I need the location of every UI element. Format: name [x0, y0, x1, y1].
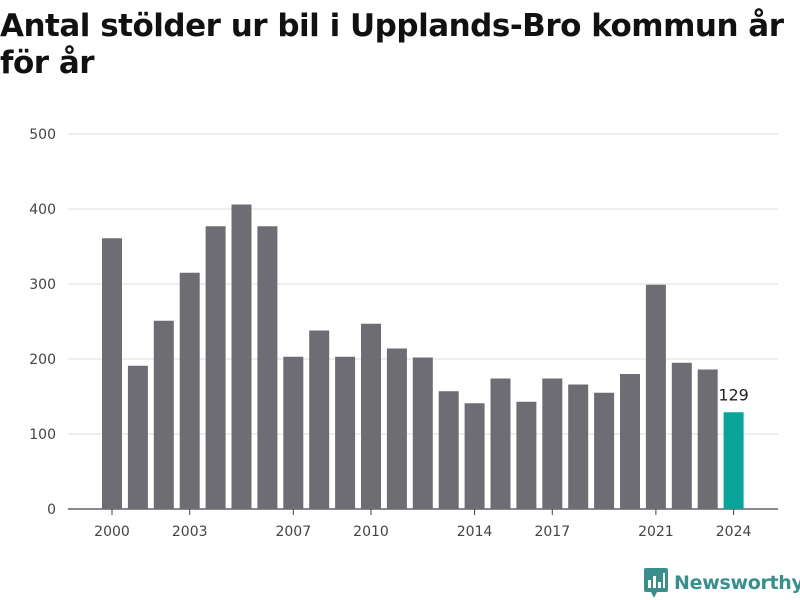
newsworthy-logo: Newsworthy — [644, 568, 800, 598]
bar-2015 — [490, 378, 511, 509]
bar-2009 — [335, 356, 356, 509]
y-tick-label: 200 — [29, 352, 56, 368]
bar-2008 — [309, 330, 330, 509]
bar-2013 — [438, 391, 459, 509]
bar-2000 — [102, 238, 122, 509]
bar-2016 — [516, 401, 537, 509]
y-tick-label: 400 — [29, 202, 56, 218]
newsworthy-chart-bubble-icon — [644, 568, 668, 598]
x-tick-label: 2010 — [353, 524, 389, 540]
bar-2021 — [645, 284, 666, 509]
data-label-2024: 129 — [718, 385, 749, 404]
bar-2004 — [205, 226, 226, 509]
bar-2005 — [231, 204, 252, 509]
bar-chart: 0 100 200 300 400 500 2000 2003 2007 2010 2014 201… — [29, 127, 778, 540]
bar-2020 — [620, 374, 640, 509]
bar-2019 — [594, 392, 615, 509]
y-tick-label: 300 — [29, 277, 56, 293]
bars — [102, 204, 744, 509]
x-tick-label: 2000 — [94, 524, 130, 540]
logo-text: Newsworthy — [674, 572, 800, 594]
bar-2006 — [257, 226, 278, 509]
bar-2012 — [412, 357, 433, 509]
y-tick-label: 0 — [47, 502, 56, 518]
bar-2024 — [723, 412, 744, 509]
bar-2007 — [283, 356, 304, 509]
x-tick-label: 2007 — [275, 524, 311, 540]
bar-2011 — [386, 348, 407, 509]
bar-2002 — [153, 320, 174, 509]
bar-2001 — [127, 365, 148, 509]
bar-2003 — [179, 272, 200, 509]
x-axis-ticks: 2000 2003 2007 2010 2014 2017 2021 2024 — [94, 509, 752, 540]
y-axis-ticks: 0 100 200 300 400 500 — [29, 127, 56, 518]
x-tick-label: 2003 — [172, 524, 208, 540]
bar-2023 — [697, 369, 718, 509]
bar-2018 — [568, 384, 589, 509]
bar-2022 — [671, 362, 692, 509]
bar-2014 — [464, 403, 485, 509]
x-tick-label: 2024 — [716, 524, 752, 540]
x-tick-label: 2017 — [534, 524, 570, 540]
bar-2017 — [542, 378, 563, 509]
x-tick-label: 2021 — [638, 524, 674, 540]
data-labels: 129 — [718, 385, 749, 404]
x-tick-label: 2014 — [457, 524, 493, 540]
chart-title: Antal stölder ur bil i Upplands-Bro komm… — [0, 8, 784, 81]
y-tick-label: 100 — [29, 427, 56, 443]
y-tick-label: 500 — [29, 127, 56, 143]
bar-2010 — [361, 323, 381, 509]
